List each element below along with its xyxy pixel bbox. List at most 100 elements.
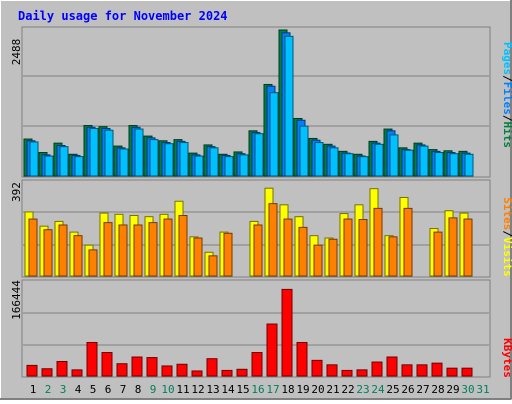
day-label-18: 18 [281, 383, 294, 396]
middle-ymax-label: 392 [10, 182, 23, 202]
day-label-19: 19 [296, 383, 309, 396]
day-label-22: 22 [341, 383, 354, 396]
bottom-ymax-label: 166444 [10, 280, 23, 320]
bar-sites-day-28 [433, 231, 443, 277]
bar-kbytes-day-8 [131, 356, 143, 377]
top-ymax-label: 2488 [10, 39, 23, 66]
bar-sites-day-11 [178, 215, 188, 277]
bar-sites-day-13 [208, 255, 218, 277]
day-label-6: 6 [105, 383, 112, 396]
day-label-26: 26 [401, 383, 414, 396]
bar-pages-day-5 [89, 127, 99, 177]
day-label-11: 11 [176, 383, 189, 396]
bar-kbytes-day-25 [386, 356, 398, 377]
day-label-20: 20 [311, 383, 324, 396]
legend-hits: Hits [501, 122, 512, 149]
bar-kbytes-day-13 [206, 358, 218, 377]
day-label-1: 1 [30, 383, 37, 396]
bar-sites-day-21 [328, 238, 338, 277]
bar-pages-day-13 [209, 147, 219, 177]
bar-kbytes-day-11 [176, 363, 188, 377]
bar-kbytes-day-3 [56, 360, 68, 377]
day-label-30: 30 [461, 383, 474, 396]
day-label-13: 13 [206, 383, 219, 396]
bar-kbytes-day-2 [41, 368, 53, 377]
bar-sites-day-6 [103, 222, 113, 277]
day-label-7: 7 [120, 383, 127, 396]
bar-pages-day-1 [29, 141, 39, 177]
bar-sites-day-20 [313, 244, 323, 277]
bar-pages-day-17 [269, 92, 279, 177]
bar-sites-day-4 [73, 235, 83, 277]
bar-kbytes-day-9 [146, 357, 158, 377]
bar-pages-day-20 [314, 142, 324, 177]
legend-kbytes: KBytes [501, 338, 512, 378]
bar-sites-day-29 [448, 217, 458, 277]
bottom-panel-bars [26, 288, 473, 377]
bar-pages-day-6 [104, 129, 114, 177]
bar-sites-day-8 [133, 224, 143, 277]
bar-sites-day-5 [88, 249, 98, 277]
bar-pages-day-28 [434, 152, 444, 177]
bar-sites-day-25 [388, 236, 398, 277]
bar-sites-day-17 [268, 203, 278, 277]
day-label-25: 25 [386, 383, 399, 396]
bar-kbytes-day-20 [311, 359, 323, 377]
kbytes-panel: 166444 [10, 279, 491, 378]
bar-kbytes-day-5 [86, 341, 98, 377]
bar-sites-day-14 [223, 232, 233, 277]
day-label-27: 27 [416, 383, 429, 396]
bar-pages-day-7 [119, 148, 129, 177]
middle-legend: Sites/Visits [501, 197, 512, 277]
day-label-17: 17 [266, 383, 279, 396]
bar-sites-day-26 [403, 207, 413, 277]
bar-sites-day-18 [283, 218, 293, 277]
bar-kbytes-day-26 [401, 364, 413, 377]
day-label-15: 15 [236, 383, 249, 396]
day-label-14: 14 [221, 383, 235, 396]
bar-pages-day-19 [299, 125, 309, 177]
bar-kbytes-day-29 [446, 367, 458, 377]
bar-kbytes-day-16 [251, 352, 263, 377]
bar-pages-day-26 [404, 149, 414, 177]
bar-pages-day-15 [239, 154, 249, 177]
legend-files: Files [501, 82, 512, 115]
bar-kbytes-day-10 [161, 365, 173, 377]
bar-pages-day-2 [44, 155, 54, 177]
bar-pages-day-12 [194, 155, 204, 177]
bar-kbytes-day-19 [296, 341, 308, 377]
bar-pages-day-11 [179, 142, 189, 177]
bar-pages-day-8 [134, 128, 144, 177]
bar-kbytes-day-21 [326, 364, 338, 377]
bar-kbytes-day-1 [26, 364, 38, 377]
legend-pages: Pages [501, 42, 512, 75]
bar-pages-day-22 [344, 153, 354, 177]
bar-kbytes-day-7 [116, 363, 128, 377]
legend-sites: Sites [501, 197, 512, 230]
bar-pages-day-4 [74, 156, 84, 177]
bar-sites-day-12 [193, 237, 203, 277]
hits-files-pages-panel: 2488 [10, 26, 491, 178]
bar-sites-day-16 [253, 224, 263, 277]
bar-sites-day-1 [28, 218, 38, 277]
bar-sites-day-9 [148, 222, 158, 277]
bar-kbytes-day-18 [281, 288, 293, 377]
bar-pages-day-14 [224, 156, 234, 177]
bar-kbytes-day-23 [356, 369, 368, 377]
day-label-9: 9 [150, 383, 157, 396]
bar-pages-day-25 [389, 134, 399, 177]
day-axis-labels: 1 2 3 4 5 6 7 8 9 10 11 12 13 14 15 16 17 18 19 20 21 22 23 24 2… [30, 383, 490, 396]
day-label-8: 8 [135, 383, 142, 396]
day-label-12: 12 [191, 383, 204, 396]
bar-kbytes-day-27 [416, 364, 428, 377]
bar-kbytes-day-4 [71, 369, 83, 377]
day-label-29: 29 [446, 383, 459, 396]
bar-kbytes-day-24 [371, 361, 383, 377]
bar-pages-day-18 [284, 35, 294, 177]
legend-visits: Visits [501, 237, 512, 277]
day-label-23: 23 [356, 383, 369, 396]
bar-sites-day-23 [358, 219, 368, 277]
bar-sites-day-24 [373, 207, 383, 277]
